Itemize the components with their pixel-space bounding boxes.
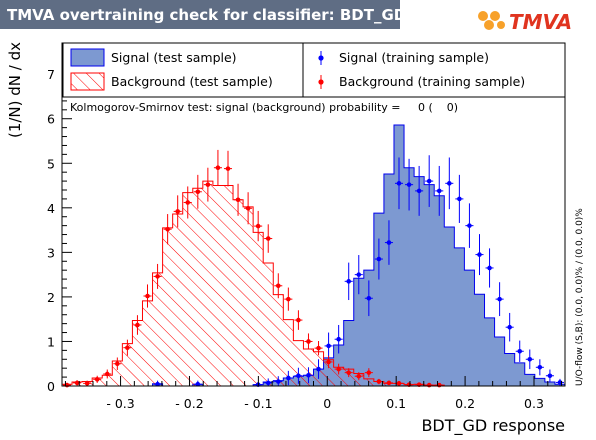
background-train-point — [344, 368, 353, 378]
signal-train-point — [153, 380, 162, 387]
x-tick-label: - 0.3 — [106, 396, 134, 411]
x-axis-title: BDT_GD response — [421, 416, 565, 436]
legend-label-background-test: Background (test sample) — [111, 74, 273, 89]
background-train-point — [264, 224, 273, 253]
background-train-point — [244, 192, 253, 225]
signal-train-point — [324, 332, 333, 360]
signal-train-point — [394, 157, 404, 210]
background-train-point — [73, 380, 82, 386]
signal-train-point — [525, 349, 534, 370]
signal-train-point — [264, 378, 273, 386]
background-train-point — [354, 372, 363, 381]
signal-train-point — [193, 380, 202, 387]
background-train-point — [314, 341, 323, 356]
background-train-point — [163, 214, 172, 245]
legend-marker-background-train — [318, 75, 324, 89]
background-train-point — [93, 375, 102, 383]
x-tick-label: 0.1 — [386, 396, 406, 411]
background-train-point — [384, 380, 393, 386]
signal-train-point — [465, 203, 474, 248]
legend-swatch-signal-test — [70, 48, 105, 67]
y-axis-title: (1/N) dN / dx — [6, 42, 24, 138]
background-train-point — [213, 149, 222, 186]
signal-train-point — [415, 165, 424, 216]
x-tick-label: 0 — [323, 396, 331, 411]
signal-train-point — [495, 282, 504, 317]
legend-label-signal-test: Signal (test sample) — [111, 50, 237, 65]
background-train-point — [153, 263, 162, 289]
background-train-point — [123, 339, 132, 356]
background-train-point — [274, 273, 283, 299]
y-tick-label: 1 — [47, 334, 55, 349]
background-train-point — [183, 186, 192, 219]
signal-train-point — [475, 234, 484, 276]
signal-train-point — [515, 340, 524, 362]
signal-train-point — [354, 255, 363, 295]
signal-train-point — [294, 367, 303, 384]
tmva-logo: TMVA — [478, 10, 572, 34]
x-tick-label: - 0.2 — [175, 396, 203, 411]
signal-train-point — [455, 174, 464, 223]
signal-train-point — [435, 165, 444, 216]
background-train-point — [83, 380, 92, 386]
background-train-point — [173, 195, 182, 228]
signal-train-point — [284, 370, 293, 386]
y-tick-label: 3 — [47, 245, 55, 260]
background-train-point — [143, 284, 152, 308]
signal-train-point — [545, 369, 554, 382]
logo-text: TMVA — [509, 10, 572, 34]
y-tick-label: 5 — [47, 156, 55, 171]
background-train-point — [364, 368, 373, 378]
signal-train-point — [274, 376, 283, 386]
title-bar — [0, 0, 400, 29]
background-train-point — [334, 363, 343, 375]
background-train-point — [113, 357, 122, 370]
signal-train-point — [304, 367, 313, 384]
overflow-text: U/O-flow (S,B): (0.0, 0.0)% / (0.0, 0.0)… — [575, 208, 585, 386]
signal-train-point — [364, 280, 373, 317]
signal-train-point — [374, 238, 383, 280]
signal-train-point — [384, 220, 393, 265]
x-tick-label: - 0.1 — [244, 396, 272, 411]
y-tick-label: 7 — [47, 67, 55, 82]
signal-train-point — [485, 248, 494, 288]
signal-train-point — [344, 262, 353, 301]
background-train-point — [324, 355, 333, 369]
legend-label-signal-train: Signal (training sample) — [339, 50, 489, 65]
y-tick-label: 0 — [47, 379, 55, 394]
signal-train-point — [535, 359, 544, 376]
signal-train-point — [334, 324, 343, 354]
signal-train-point — [425, 155, 434, 207]
y-tick-label: 2 — [47, 290, 55, 305]
background-train-point — [234, 183, 243, 216]
signal-train-point — [314, 359, 323, 379]
background-train-point — [304, 333, 313, 350]
legend-label-background-train: Background (training sample) — [339, 74, 525, 89]
legend-marker-signal-train — [318, 51, 324, 65]
legend-swatch-background-test — [70, 72, 105, 91]
chart-title: TMVA overtraining check for classifier: … — [7, 6, 406, 24]
background-train-point — [284, 287, 293, 311]
y-tick-label: 4 — [47, 201, 55, 216]
signal-train-point — [405, 158, 414, 211]
background-train-point — [254, 210, 263, 242]
signal-train-point — [445, 157, 454, 210]
signal-train-point — [505, 312, 514, 342]
ks-test-text: Kolmogorov-Smirnov test: signal (backgro… — [70, 101, 458, 114]
background-train-point — [63, 382, 72, 388]
background-train-point — [103, 369, 112, 379]
background-train-point — [294, 310, 303, 330]
background-train-point — [133, 315, 142, 335]
background-train-point — [193, 174, 202, 209]
y-tick-label: 6 — [47, 112, 55, 127]
x-tick-label: 0.3 — [524, 396, 544, 411]
background-train-point — [203, 167, 212, 202]
x-tick-label: 0.2 — [455, 396, 475, 411]
background-train-point — [223, 150, 233, 187]
background-train-point — [374, 378, 383, 385]
legend-right-frame — [302, 42, 566, 98]
